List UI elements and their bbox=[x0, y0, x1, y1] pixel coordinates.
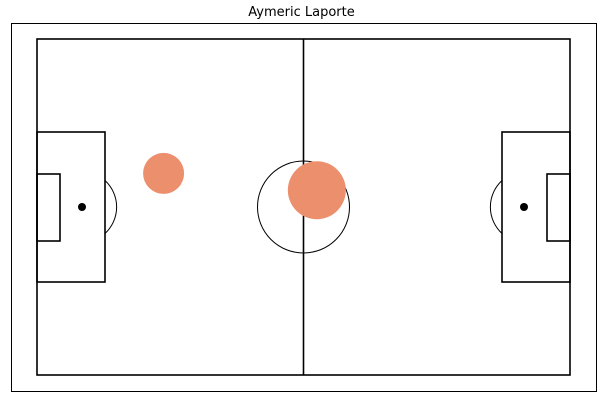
axes-frame bbox=[11, 23, 597, 392]
right-penalty-spot bbox=[520, 203, 528, 211]
left-six-yard-box bbox=[36, 173, 61, 242]
left-penalty-spot bbox=[78, 203, 86, 211]
right-penalty-arc bbox=[489, 180, 503, 234]
scatter-point-1 bbox=[143, 152, 185, 194]
pitch-markings bbox=[36, 38, 571, 376]
left-penalty-box bbox=[36, 131, 106, 283]
right-penalty-box bbox=[501, 131, 571, 283]
left-penalty-arc bbox=[104, 180, 118, 234]
right-six-yard-box bbox=[546, 173, 571, 242]
chart-title: Aymeric Laporte bbox=[248, 5, 355, 20]
center-circle bbox=[257, 160, 350, 254]
data-markers bbox=[143, 152, 346, 220]
scatter-point-2 bbox=[287, 161, 346, 220]
